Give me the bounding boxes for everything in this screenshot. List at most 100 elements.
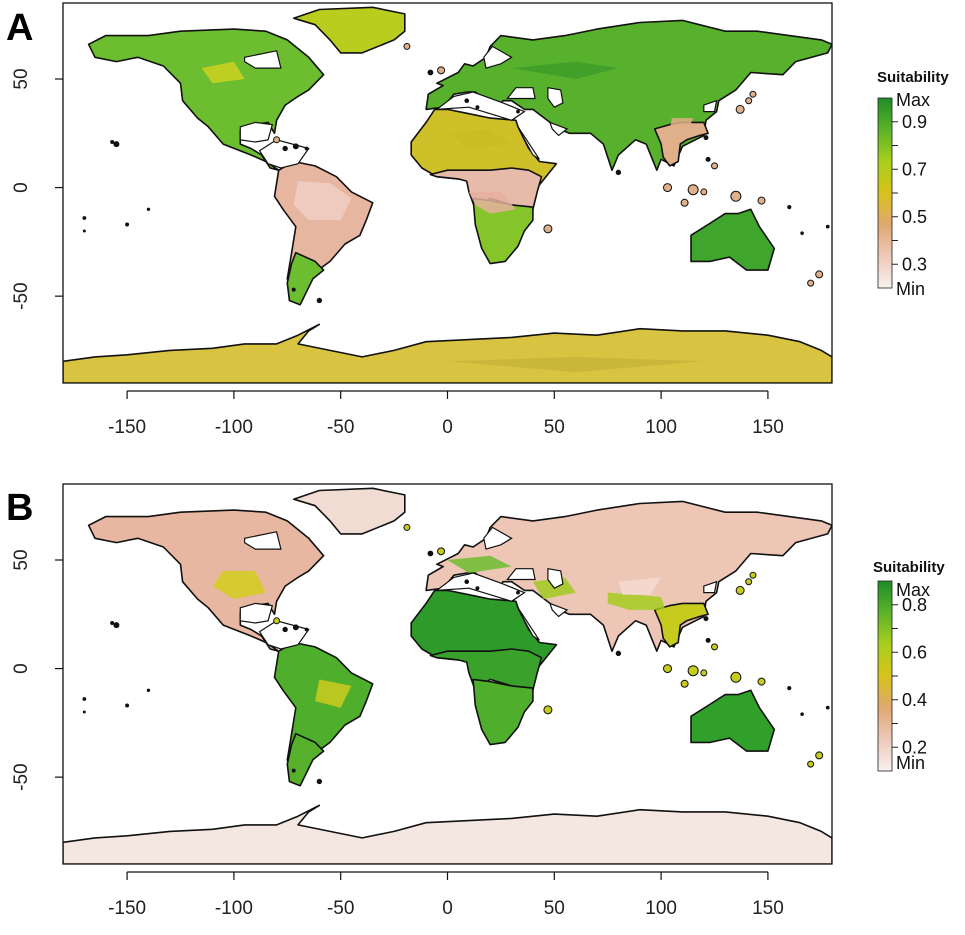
- landmass-antarctica: [63, 804, 832, 864]
- island: [730, 190, 742, 202]
- island: [543, 224, 553, 234]
- island: [749, 90, 757, 98]
- island: [291, 768, 296, 773]
- continents: [63, 6, 832, 383]
- legend-tick-label: 0.2: [902, 737, 927, 757]
- legend-tick-label: 0.4: [902, 690, 927, 710]
- suitability-region: [447, 128, 512, 149]
- island: [304, 146, 309, 151]
- island: [304, 627, 309, 632]
- suitability-region: [212, 570, 266, 600]
- x-tick-label: -50: [327, 417, 354, 438]
- island: [700, 669, 708, 677]
- island: [703, 135, 709, 141]
- island: [516, 109, 520, 114]
- island: [680, 679, 689, 688]
- island: [464, 98, 470, 104]
- island: [807, 760, 815, 768]
- island: [82, 710, 86, 714]
- x-tick-label: 0: [442, 898, 453, 919]
- island: [316, 297, 323, 304]
- island: [291, 287, 296, 292]
- island: [757, 196, 766, 205]
- water-body: [517, 607, 540, 641]
- water-body: [239, 602, 274, 624]
- island: [700, 188, 708, 196]
- landmass-europe-asia: [425, 500, 832, 652]
- island: [680, 198, 689, 207]
- island: [757, 677, 766, 686]
- water-body: [483, 526, 513, 550]
- island: [807, 279, 815, 287]
- landmass-australia: [690, 689, 776, 752]
- landmass-europe-asia: [425, 19, 832, 171]
- island: [800, 231, 804, 235]
- water-body: [547, 86, 564, 108]
- island: [113, 622, 120, 629]
- panel-letter: B: [6, 487, 33, 529]
- island: [745, 97, 753, 105]
- legend-tick-label: 0.6: [902, 642, 927, 662]
- island: [475, 105, 480, 110]
- legend-min-label: Min: [896, 279, 925, 299]
- suitability-region: [511, 61, 619, 79]
- island: [125, 222, 130, 227]
- legend: Suitability Max Min 0.9 0.7 0.5 0.3: [877, 69, 949, 299]
- island: [787, 205, 792, 210]
- suitability-region: [201, 61, 245, 84]
- island: [292, 143, 299, 150]
- island: [615, 650, 622, 657]
- island: [282, 145, 288, 152]
- water-body: [244, 531, 282, 550]
- island: [82, 697, 87, 701]
- x-tick-label: 50: [544, 417, 565, 438]
- legend-colorbar: [877, 580, 893, 772]
- suitability-region: [468, 191, 516, 214]
- suitability-region: [293, 181, 352, 221]
- island: [110, 620, 115, 625]
- legend-title: Suitability: [873, 559, 945, 576]
- island: [711, 643, 719, 651]
- water-body: [239, 121, 274, 143]
- suitability-region: [618, 577, 662, 595]
- x-tick-label: 150: [752, 417, 784, 438]
- y-tick-label: 50: [11, 549, 32, 570]
- x-tick-label: -50: [327, 898, 354, 919]
- y-axis: 50 0 -50: [11, 549, 63, 791]
- island: [437, 66, 446, 75]
- landmass-greenland: [292, 487, 406, 535]
- island: [273, 136, 281, 144]
- water-body: [434, 91, 526, 121]
- island: [543, 705, 553, 715]
- x-tick-label: 50: [544, 898, 565, 919]
- island: [437, 547, 446, 556]
- x-tick-label: -150: [108, 417, 146, 438]
- suitability-region: [315, 679, 352, 708]
- island: [316, 778, 323, 785]
- legend-tick-label: 0.3: [902, 254, 927, 274]
- suitability-region: [447, 356, 704, 373]
- panel-letter: A: [6, 7, 33, 49]
- x-tick-label: -150: [108, 898, 146, 919]
- x-axis: -150 -100 -50 0 50 100 150: [108, 871, 784, 919]
- island: [516, 590, 520, 595]
- island: [403, 42, 411, 50]
- x-tick-label: 150: [752, 898, 784, 919]
- island: [475, 586, 480, 591]
- island: [113, 141, 120, 148]
- legend-ticks: 0.8 0.6 0.4 0.2: [892, 595, 927, 757]
- island: [825, 705, 830, 710]
- panel-a: A 50 0 -50 -150 -100 -50 0 50 100 150 Suitabilit…: [6, 2, 949, 438]
- island: [427, 550, 434, 557]
- y-tick-label: -50: [11, 763, 32, 790]
- island: [711, 162, 719, 170]
- island: [735, 585, 745, 595]
- island: [82, 229, 86, 233]
- legend-colorbar: [877, 97, 893, 289]
- x-tick-label: 100: [645, 417, 677, 438]
- island: [146, 207, 151, 211]
- y-axis: 50 0 -50: [11, 68, 63, 310]
- map-area: [62, 2, 833, 384]
- island: [110, 139, 115, 144]
- island: [735, 104, 745, 114]
